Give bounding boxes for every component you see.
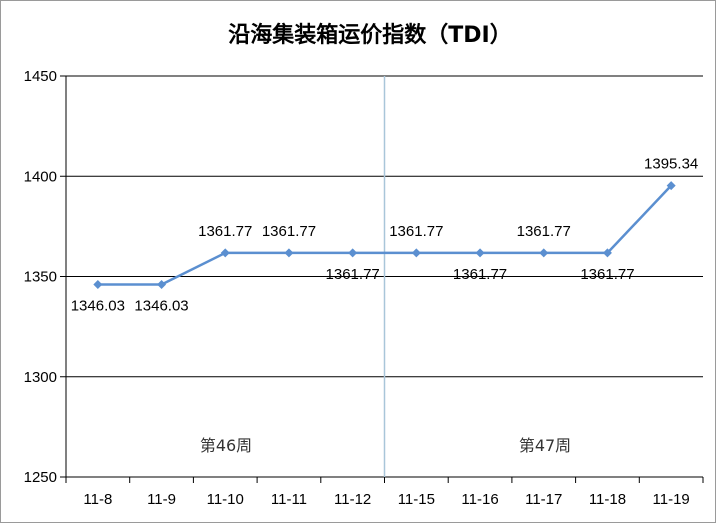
week-label-47: 第47周	[519, 436, 571, 455]
data-point-marker	[602, 248, 612, 258]
x-tick-label: 11-19	[653, 491, 690, 508]
data-labels: 1346.03 1346.03 1361.77 1361.77 1361.77 1361.…	[71, 156, 699, 315]
x-tick-label: 11-18	[589, 491, 626, 508]
series-polyline	[97, 184, 673, 286]
data-points	[93, 181, 676, 289]
week-labels: 第46周 第47周	[200, 436, 571, 455]
chart-title: 沿海集装箱运价指数（TDI）	[228, 22, 511, 48]
data-point-marker	[157, 279, 167, 289]
x-tick-label: 11-8	[83, 491, 112, 508]
data-label: 1361.77	[453, 266, 507, 283]
data-point-marker	[666, 181, 676, 191]
data-point-marker	[411, 248, 421, 258]
data-label: 1395.34	[644, 156, 698, 173]
data-label: 1361.77	[389, 223, 443, 240]
data-point-marker	[220, 248, 230, 258]
x-tick-label: 11-11	[271, 491, 307, 508]
y-tick-label: 1400	[24, 168, 57, 185]
data-label: 1361.77	[198, 223, 252, 240]
data-label: 1361.77	[580, 266, 634, 283]
x-tick-label: 11-16	[461, 491, 498, 508]
data-point-marker	[348, 248, 358, 258]
data-label: 1346.03	[134, 297, 188, 314]
x-tick-label: 11-15	[398, 491, 435, 508]
x-tick-label: 11-9	[147, 491, 176, 508]
x-tick-label: 11-12	[334, 491, 371, 508]
x-tick-labels: 11-8 11-9 11-10 11-11 11-12 11-15 11-16 11-17 11…	[83, 491, 689, 508]
data-point-marker	[93, 279, 103, 289]
y-tick-label: 1250	[24, 469, 57, 486]
y-tick-label: 1450	[24, 68, 57, 85]
x-tick-label: 11-17	[525, 491, 562, 508]
y-tick-labels: 1250 1300 1350 1400 1450	[24, 68, 57, 486]
data-label: 1346.03	[71, 297, 125, 314]
data-label: 1361.77	[517, 223, 571, 240]
data-point-marker	[284, 248, 294, 258]
week-label-46: 第46周	[200, 436, 252, 455]
y-tick-label: 1300	[24, 369, 57, 386]
series-line	[97, 184, 673, 286]
x-tick-label: 11-10	[207, 491, 244, 508]
data-label: 1361.77	[326, 266, 380, 283]
data-label: 1361.77	[262, 223, 316, 240]
y-tick-label: 1350	[24, 269, 57, 286]
data-point-marker	[539, 248, 549, 258]
data-point-marker	[475, 248, 485, 258]
